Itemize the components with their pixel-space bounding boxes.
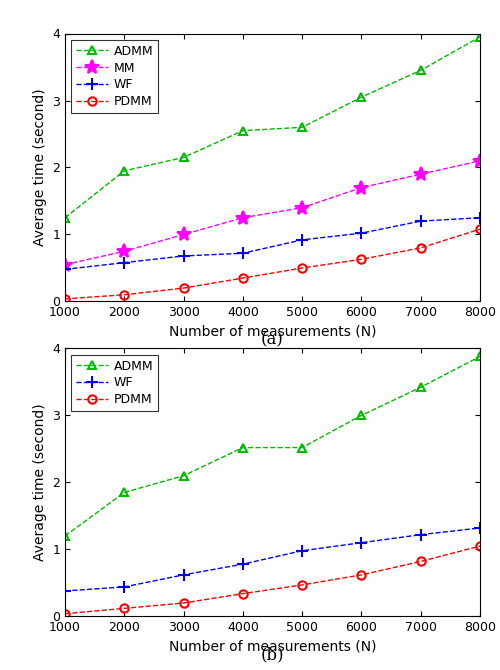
ADMM xyxy=(122,488,128,496)
WF xyxy=(122,259,128,267)
PDMM xyxy=(122,291,128,299)
PDMM xyxy=(299,581,305,589)
ADMM xyxy=(299,123,305,131)
WF xyxy=(299,547,305,555)
Line: PDMM: PDMM xyxy=(61,225,484,303)
ADMM xyxy=(62,214,68,222)
Line: WF: WF xyxy=(60,212,486,275)
MM xyxy=(62,261,68,269)
ADMM xyxy=(358,93,364,101)
ADMM xyxy=(122,167,128,175)
ADMM xyxy=(358,411,364,419)
ADMM xyxy=(477,33,483,41)
MM xyxy=(240,214,246,222)
MM xyxy=(299,204,305,212)
WF xyxy=(358,229,364,237)
X-axis label: Number of measurements (N): Number of measurements (N) xyxy=(169,325,376,339)
Line: PDMM: PDMM xyxy=(61,542,484,618)
PDMM xyxy=(240,274,246,282)
WF xyxy=(418,217,424,225)
Y-axis label: Average time (second): Average time (second) xyxy=(32,88,46,247)
WF xyxy=(418,531,424,539)
WF xyxy=(477,524,483,532)
PDMM xyxy=(122,604,128,612)
ADMM xyxy=(180,472,186,480)
PDMM xyxy=(62,610,68,618)
PDMM xyxy=(240,590,246,598)
PDMM xyxy=(180,599,186,607)
WF xyxy=(240,560,246,568)
PDMM xyxy=(418,557,424,565)
PDMM xyxy=(358,255,364,263)
Legend: ADMM, WF, PDMM: ADMM, WF, PDMM xyxy=(72,354,158,411)
ADMM xyxy=(180,153,186,161)
WF xyxy=(122,583,128,591)
PDMM xyxy=(477,225,483,233)
Y-axis label: Average time (second): Average time (second) xyxy=(32,403,46,561)
ADMM xyxy=(62,532,68,540)
WF xyxy=(62,587,68,595)
Line: WF: WF xyxy=(60,523,486,596)
PDMM xyxy=(62,295,68,303)
Text: (a): (a) xyxy=(261,332,284,348)
Line: MM: MM xyxy=(58,154,487,271)
WF xyxy=(299,236,305,244)
MM xyxy=(358,184,364,192)
WF xyxy=(477,214,483,222)
MM xyxy=(477,157,483,165)
PDMM xyxy=(299,264,305,272)
Line: ADMM: ADMM xyxy=(61,352,484,540)
Line: ADMM: ADMM xyxy=(61,33,484,222)
ADMM xyxy=(418,383,424,391)
MM xyxy=(122,247,128,255)
X-axis label: Number of measurements (N): Number of measurements (N) xyxy=(169,640,376,654)
ADMM xyxy=(240,444,246,452)
ADMM xyxy=(299,444,305,452)
PDMM xyxy=(180,284,186,292)
WF xyxy=(358,539,364,547)
WF xyxy=(240,249,246,257)
WF xyxy=(180,252,186,260)
ADMM xyxy=(477,352,483,360)
PDMM xyxy=(418,244,424,252)
Text: (b): (b) xyxy=(260,647,284,663)
WF xyxy=(62,265,68,273)
Legend: ADMM, MM, WF, PDMM: ADMM, MM, WF, PDMM xyxy=(72,40,158,113)
ADMM xyxy=(240,127,246,135)
PDMM xyxy=(477,542,483,550)
ADMM xyxy=(418,66,424,74)
MM xyxy=(180,230,186,239)
WF xyxy=(180,571,186,579)
MM xyxy=(418,170,424,178)
PDMM xyxy=(358,571,364,579)
